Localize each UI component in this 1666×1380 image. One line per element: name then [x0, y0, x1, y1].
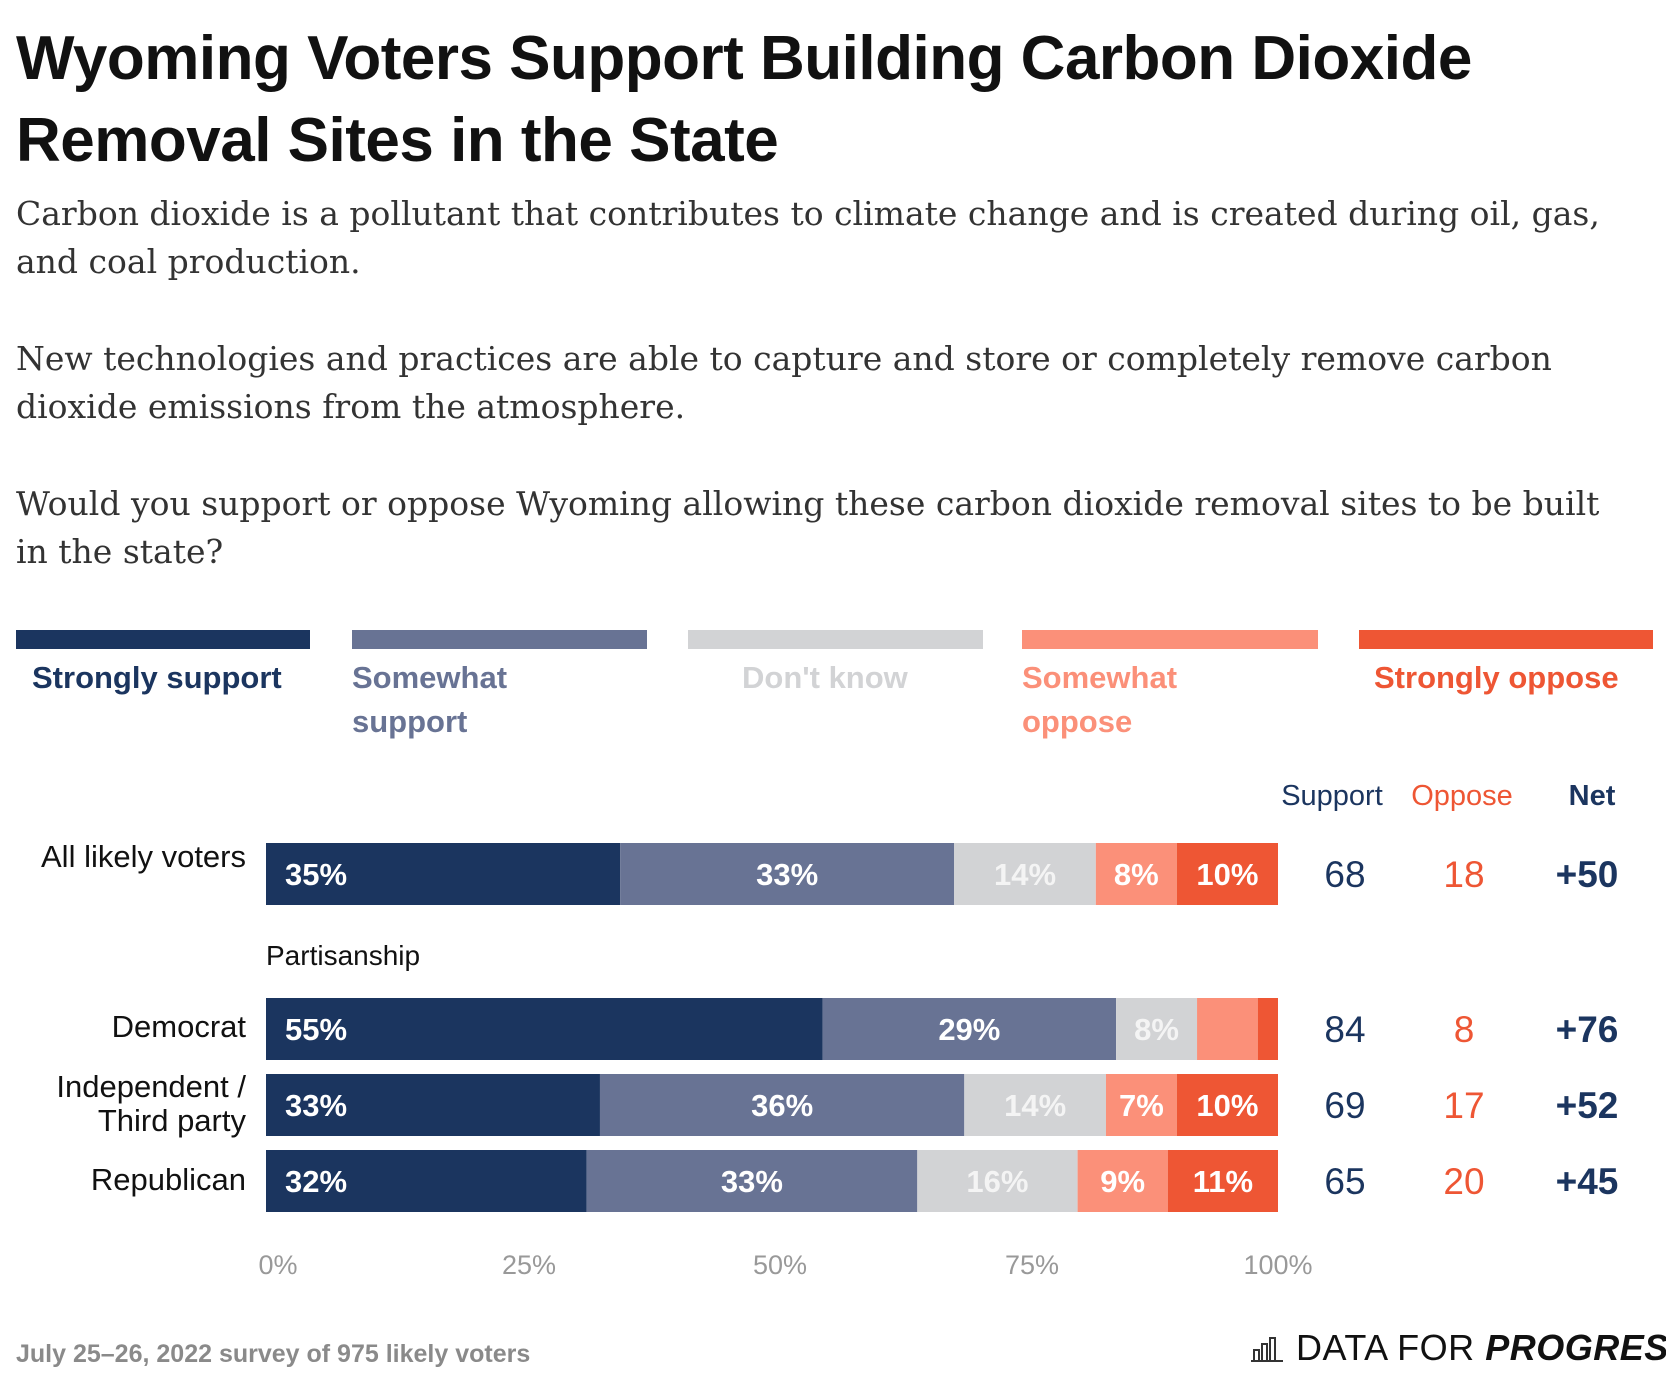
bar-independent-third-party-somewhat-oppose [1105, 1074, 1177, 1136]
chart-title: Wyoming Voters Support Building Carbon D… [16, 24, 1472, 175]
stat-support-democrat: 84 [1324, 1009, 1366, 1050]
legend-swatch-dont-know [688, 630, 983, 649]
intro-paragraph-2: New technologies and practices are able … [16, 339, 1552, 426]
bar-republican-somewhat-oppose [1077, 1150, 1168, 1212]
bar-label-all-likely-voters-strongly-oppose: 10% [1196, 857, 1258, 892]
bar-independent-third-party-don-t-know [964, 1074, 1106, 1136]
x-tick-0: 0% [258, 1250, 298, 1280]
row-label-republican: Republican [90, 1162, 246, 1197]
stat-oppose-all: 18 [1443, 854, 1485, 895]
brand-plain: DATA FOR [1296, 1327, 1486, 1368]
intro-paragraph-1: Carbon dioxide is a pollutant that contr… [16, 194, 1600, 281]
bar-label-independent-third-party-somewhat-oppose: 7% [1119, 1088, 1164, 1123]
bar-republican-strongly-support [266, 1150, 587, 1212]
bar-label-all-likely-voters-don-t-know: 14% [994, 857, 1056, 892]
x-tick-100: 100% [1243, 1250, 1313, 1280]
legend-swatch-strongly-support [16, 630, 310, 649]
stat-support-republican: 65 [1324, 1161, 1366, 1202]
legend-swatch-strongly-oppose [1359, 630, 1653, 649]
stat-net-democrat: +76 [1555, 1009, 1619, 1050]
bar-label-republican-don-t-know: 16% [966, 1164, 1028, 1199]
bar-chart-logo-icon [1251, 1337, 1283, 1362]
column-header-net: Net [1568, 780, 1616, 812]
x-tick-25: 25% [501, 1250, 557, 1280]
question-text: Would you support or oppose Wyoming allo… [16, 484, 1600, 571]
brand-logo: DATA FOR PROGRESS [1296, 1327, 1666, 1369]
bar-democrat-don-t-know [1116, 998, 1198, 1060]
stat-net-all: +50 [1555, 854, 1619, 895]
bar-label-independent-third-party-strongly-support: 33% [285, 1088, 347, 1123]
legend-label-somewhat-oppose: Somewhat oppose [1022, 660, 1178, 739]
legend-label-strongly-oppose: Strongly oppose [1374, 660, 1619, 695]
stat-net-independent: +52 [1555, 1085, 1619, 1126]
bar-republican-somewhat-support [586, 1150, 918, 1212]
column-header-support: Support [1281, 780, 1383, 812]
bar-label-republican-strongly-oppose: 11% [1193, 1164, 1253, 1199]
stat-support-all: 68 [1324, 854, 1366, 895]
bar-label-democrat-don-t-know: 8% [1134, 1012, 1179, 1047]
bar-independent-third-party-somewhat-support [599, 1074, 965, 1136]
bar-label-democrat-strongly-support: 55% [285, 1012, 347, 1047]
source-note: July 25–26, 2022 survey of 975 likely vo… [16, 1340, 531, 1368]
stat-support-independent: 69 [1324, 1085, 1366, 1126]
legend-label-dont-know: Don't know [742, 660, 908, 695]
bar-label-all-likely-voters-somewhat-support: 33% [756, 857, 818, 892]
bar-democrat-strongly-support [266, 998, 823, 1060]
bar-democrat-strongly-oppose [1257, 998, 1278, 1060]
row-label-democrat: Democrat [111, 1009, 246, 1044]
bar-label-republican-somewhat-oppose: 9% [1100, 1164, 1145, 1199]
legend-swatch-somewhat-oppose [1022, 630, 1318, 649]
row-label-independent: Independent / Third party [56, 1069, 246, 1138]
bar-all-likely-voters-somewhat-oppose [1095, 843, 1177, 905]
x-tick-75: 75% [1004, 1250, 1060, 1280]
bar-independent-third-party-strongly-oppose [1176, 1074, 1278, 1136]
bar-label-independent-third-party-strongly-oppose: 10% [1196, 1088, 1258, 1123]
bar-all-likely-voters-strongly-oppose [1176, 843, 1278, 905]
group-label-partisanship: Partisanship [266, 940, 421, 971]
bar-label-all-likely-voters-somewhat-oppose: 8% [1114, 857, 1159, 892]
bar-democrat-somewhat-support [822, 998, 1117, 1060]
legend-swatch-somewhat-support [352, 630, 647, 649]
bar-all-likely-voters-somewhat-support [620, 843, 955, 905]
stat-oppose-republican: 20 [1443, 1161, 1485, 1202]
bar-label-independent-third-party-don-t-know: 14% [1004, 1088, 1066, 1123]
brand-strong: PROGRESS [1485, 1327, 1666, 1368]
bar-democrat-somewhat-oppose [1197, 998, 1258, 1060]
x-tick-50: 50% [752, 1250, 808, 1280]
bar-label-republican-somewhat-support: 33% [721, 1164, 783, 1199]
bar-label-democrat-somewhat-support: 29% [938, 1012, 1000, 1047]
bar-republican-don-t-know [917, 1150, 1078, 1212]
bar-all-likely-voters-don-t-know [954, 843, 1096, 905]
legend-label-strongly-support: Strongly support [32, 660, 282, 695]
stat-oppose-democrat: 8 [1453, 1009, 1475, 1050]
bar-republican-strongly-oppose [1167, 1150, 1278, 1212]
column-header-oppose: Oppose [1411, 780, 1513, 812]
bar-label-all-likely-voters-strongly-support: 35% [285, 857, 347, 892]
bar-label-independent-third-party-somewhat-support: 36% [751, 1088, 813, 1123]
row-label-all-likely-voters: All likely voters [41, 839, 246, 874]
bar-all-likely-voters-strongly-support [266, 843, 621, 905]
legend-label-somewhat-support: Somewhat support [352, 660, 508, 739]
bar-label-republican-strongly-support: 32% [285, 1164, 347, 1199]
stat-oppose-independent: 17 [1443, 1085, 1485, 1126]
stat-net-republican: +45 [1555, 1161, 1619, 1202]
bar-independent-third-party-strongly-support [266, 1074, 600, 1136]
